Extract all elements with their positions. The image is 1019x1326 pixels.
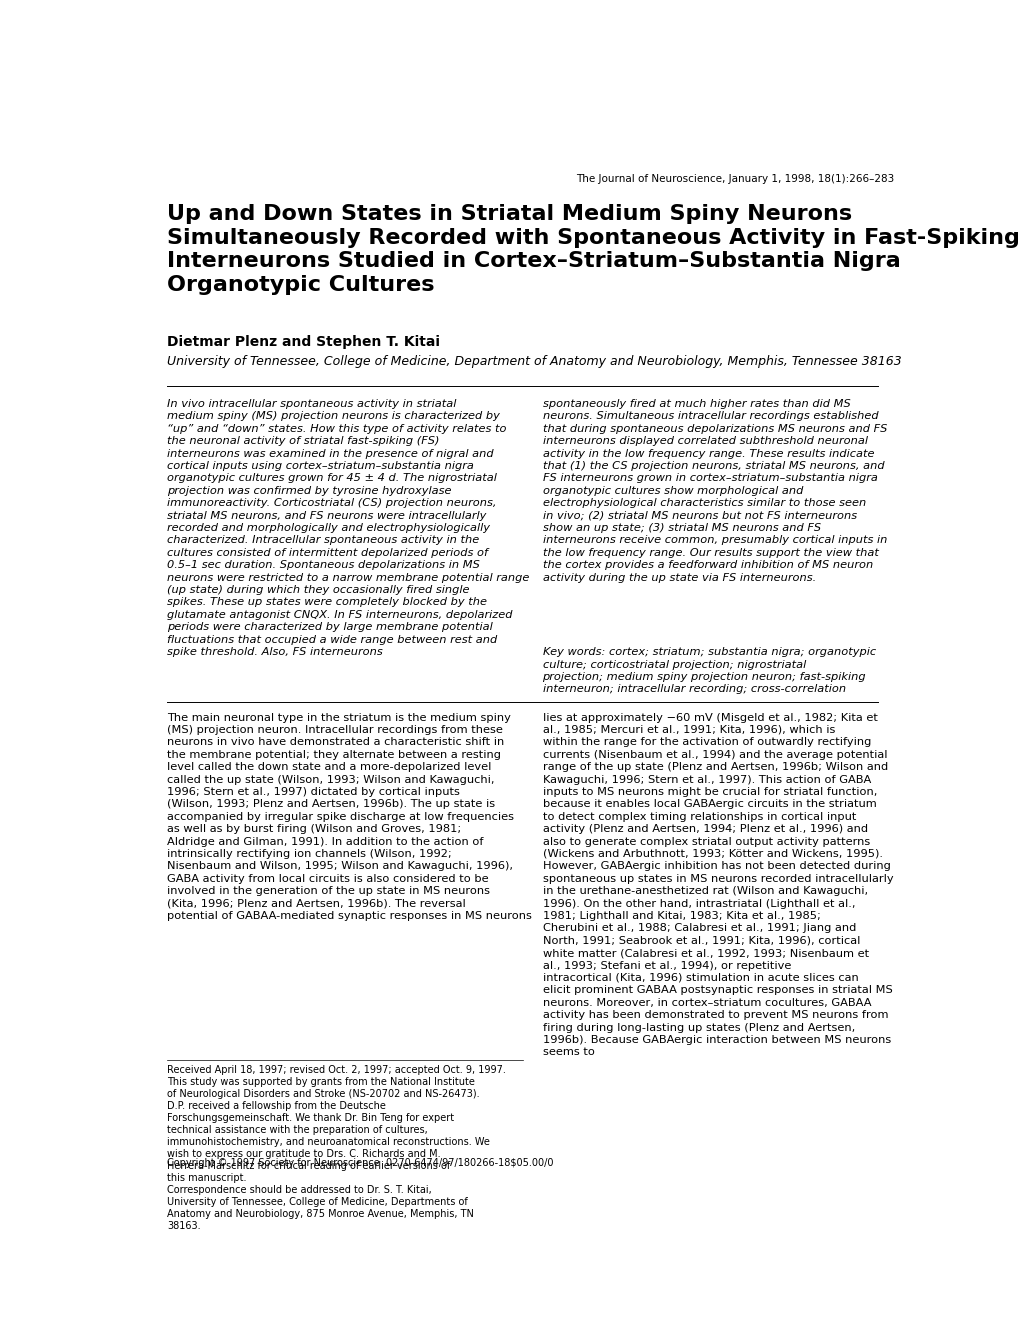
Text: In vivo intracellular spontaneous activity in striatal
medium spiny (MS) project: In vivo intracellular spontaneous activi… (167, 399, 529, 658)
Text: The main neuronal type in the striatum is the medium spiny
(MS) projection neuro: The main neuronal type in the striatum i… (167, 712, 531, 922)
Text: Dietmar Plenz and Stephen T. Kitai: Dietmar Plenz and Stephen T. Kitai (167, 334, 439, 349)
Text: spontaneously fired at much higher rates than did MS
neurons. Simultaneous intra: spontaneously fired at much higher rates… (542, 399, 886, 582)
Text: Received April 18, 1997; revised Oct. 2, 1997; accepted Oct. 9, 1997.
This study: Received April 18, 1997; revised Oct. 2,… (167, 1065, 505, 1231)
Text: lies at approximately −60 mV (Misgeld et al., 1982; Kita et
al., 1985; Mercuri e: lies at approximately −60 mV (Misgeld et… (542, 712, 893, 1057)
Text: University of Tennessee, College of Medicine, Department of Anatomy and Neurobio: University of Tennessee, College of Medi… (167, 355, 901, 369)
Text: Up and Down States in Striatal Medium Spiny Neurons
Simultaneously Recorded with: Up and Down States in Striatal Medium Sp… (167, 204, 1019, 294)
Text: The Journal of Neuroscience, January 1, 1998, 18(1):266–283: The Journal of Neuroscience, January 1, … (576, 175, 894, 184)
Text: Copyright © 1997 Society for Neuroscience  0270-6474/97/180266-18$05.00/0: Copyright © 1997 Society for Neuroscienc… (167, 1158, 553, 1168)
Text: Key words: cortex; striatum; substantia nigra; organotypic
culture; corticostria: Key words: cortex; striatum; substantia … (542, 647, 874, 695)
